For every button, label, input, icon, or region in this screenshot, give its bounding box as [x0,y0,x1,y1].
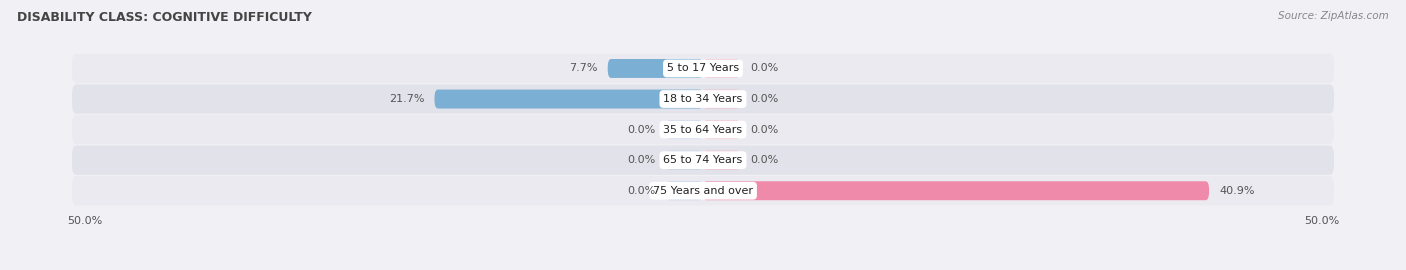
FancyBboxPatch shape [434,90,703,109]
Text: 21.7%: 21.7% [389,94,425,104]
Text: 35 to 64 Years: 35 to 64 Years [664,124,742,135]
FancyBboxPatch shape [72,84,1334,114]
Text: 40.9%: 40.9% [1219,186,1254,196]
Text: 0.0%: 0.0% [749,63,779,73]
Text: 0.0%: 0.0% [627,155,657,165]
FancyBboxPatch shape [703,120,740,139]
Text: 0.0%: 0.0% [749,124,779,135]
Text: 0.0%: 0.0% [627,124,657,135]
Text: DISABILITY CLASS: COGNITIVE DIFFICULTY: DISABILITY CLASS: COGNITIVE DIFFICULTY [17,11,312,24]
Text: Source: ZipAtlas.com: Source: ZipAtlas.com [1278,11,1389,21]
FancyBboxPatch shape [703,59,740,78]
FancyBboxPatch shape [703,181,1209,200]
FancyBboxPatch shape [666,151,703,170]
Text: 0.0%: 0.0% [749,94,779,104]
FancyBboxPatch shape [666,181,703,200]
Text: 75 Years and over: 75 Years and over [652,186,754,196]
Text: 65 to 74 Years: 65 to 74 Years [664,155,742,165]
Text: 0.0%: 0.0% [749,155,779,165]
Text: 0.0%: 0.0% [627,186,657,196]
FancyBboxPatch shape [72,146,1334,175]
FancyBboxPatch shape [72,115,1334,144]
Text: 7.7%: 7.7% [569,63,598,73]
Text: 18 to 34 Years: 18 to 34 Years [664,94,742,104]
Text: 5 to 17 Years: 5 to 17 Years [666,63,740,73]
FancyBboxPatch shape [703,151,740,170]
FancyBboxPatch shape [703,90,740,109]
FancyBboxPatch shape [72,54,1334,83]
FancyBboxPatch shape [72,176,1334,205]
FancyBboxPatch shape [666,120,703,139]
FancyBboxPatch shape [607,59,703,78]
